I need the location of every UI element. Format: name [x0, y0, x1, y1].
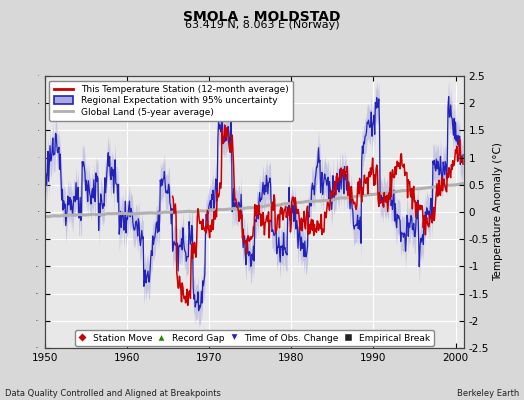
Legend: Station Move, Record Gap, Time of Obs. Change, Empirical Break: Station Move, Record Gap, Time of Obs. C… [75, 330, 433, 346]
Text: SMOLA - MOLDSTAD: SMOLA - MOLDSTAD [183, 10, 341, 24]
Y-axis label: Temperature Anomaly (°C): Temperature Anomaly (°C) [493, 142, 503, 282]
Text: 63.419 N, 8.063 E (Norway): 63.419 N, 8.063 E (Norway) [184, 20, 340, 30]
Text: Data Quality Controlled and Aligned at Breakpoints: Data Quality Controlled and Aligned at B… [5, 389, 221, 398]
Text: Berkeley Earth: Berkeley Earth [456, 389, 519, 398]
